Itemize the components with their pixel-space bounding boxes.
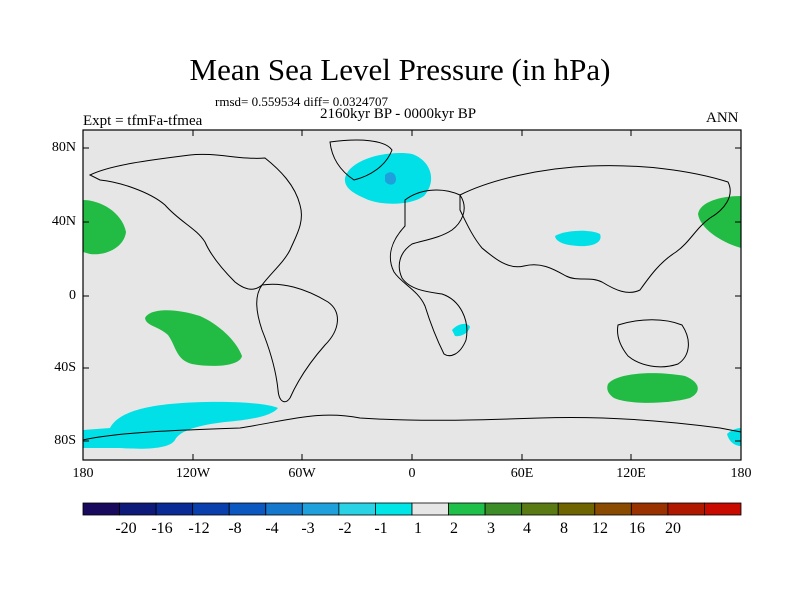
lon-tick-label: 0 <box>408 466 416 481</box>
lat-tick-label: 0 <box>69 288 76 303</box>
colorbar-box <box>557 502 596 516</box>
colorbar-label: -12 <box>188 520 210 537</box>
rmsd-diff-stats: rmsd= 0.559534 diff= 0.0324707 <box>215 94 388 109</box>
colorbar-box <box>594 502 632 516</box>
lon-ticks <box>82 130 742 460</box>
europe-africa-coast <box>390 189 468 357</box>
colorbar-box <box>338 502 376 516</box>
lon-tick-label: 180 <box>730 466 752 481</box>
north-atlantic-core <box>385 172 396 185</box>
colorbar-box <box>667 502 705 516</box>
asia-coast <box>459 165 731 293</box>
colorbar-label: 3 <box>487 520 495 537</box>
australia-coast <box>617 319 689 368</box>
time-period-label: 2160kyr BP - 0000kyr BP <box>320 106 477 122</box>
coastlines <box>82 139 742 441</box>
south-africa-negative-anomaly <box>452 323 470 337</box>
colorbar-label: -3 <box>301 520 315 537</box>
north-pacific-west-positive-anomaly <box>83 200 126 255</box>
colorbar-box <box>82 502 120 516</box>
lat-tick-label: 80N <box>51 140 76 155</box>
colorbar-label: -2 <box>338 520 352 537</box>
plot-title: Mean Sea Level Pressure (in hPa) <box>189 52 611 87</box>
lon-tick-label: 60E <box>510 466 534 481</box>
lat-ticks <box>83 147 741 442</box>
colorbar <box>82 502 742 516</box>
central-asia-negative-anomaly <box>555 230 601 247</box>
colorbar-label: 1 <box>414 520 422 537</box>
north-pacific-east-positive-anomaly <box>698 196 741 248</box>
lat-tick-label: 80S <box>54 433 76 448</box>
lat-tick-label: 40S <box>54 360 76 375</box>
north-america-coast <box>88 153 302 290</box>
colorbar-label: 20 <box>665 520 681 537</box>
colorbar-box <box>228 502 267 516</box>
colorbar-box <box>155 502 194 516</box>
greenland-coast <box>329 139 393 181</box>
lon-tick-label: 120W <box>175 466 211 481</box>
southern-ocean-negative-anomaly <box>83 401 278 449</box>
colorbar-label: -1 <box>374 520 388 537</box>
colorbar-label: -4 <box>265 520 279 537</box>
colorbar-box <box>411 502 449 516</box>
colorbar-label: -16 <box>151 520 173 537</box>
colorbar-label: 12 <box>592 520 608 537</box>
colorbar-box <box>484 502 523 516</box>
colorbar-box <box>192 502 230 516</box>
lon-tick-label: 180 <box>72 466 94 481</box>
colorbar-label: 2 <box>450 520 458 537</box>
colorbar-box <box>301 502 340 516</box>
colorbar-label: 16 <box>629 520 645 537</box>
south-pacific-positive-anomaly <box>145 310 242 366</box>
lat-tick-label: 40N <box>51 214 76 229</box>
colorbar-box <box>265 502 303 516</box>
season-label: ANN <box>706 110 739 126</box>
colorbar-box <box>448 502 486 516</box>
lon-tick-label: 120E <box>616 466 646 481</box>
colorbar-label: -8 <box>228 520 242 537</box>
colorbar-box <box>704 502 742 516</box>
colorbar-label: -20 <box>115 520 137 537</box>
south-america-coast <box>256 283 338 403</box>
colorbar-box <box>119 502 157 516</box>
lon-tick-label: 60W <box>288 466 316 481</box>
experiment-label: Expt = tfmFa-tfmea <box>83 113 203 129</box>
colorbar-box <box>630 502 669 516</box>
colorbar-box <box>521 502 559 516</box>
antarctica-coast <box>82 414 742 441</box>
indian-ocean-positive-anomaly <box>607 373 698 403</box>
colorbar-label: 4 <box>523 520 531 537</box>
colorbar-box <box>375 502 413 516</box>
colorbar-label: 8 <box>560 520 568 537</box>
